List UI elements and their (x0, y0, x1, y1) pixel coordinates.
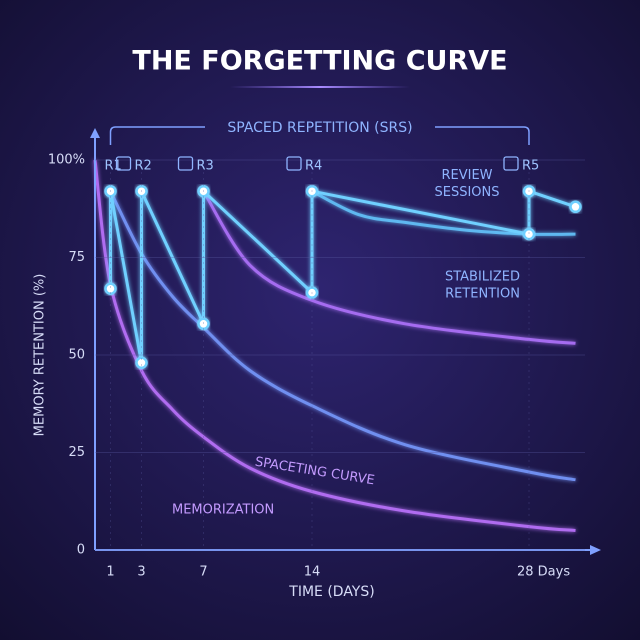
x-tick-label: 14 (304, 565, 321, 580)
line-series (202, 190, 576, 345)
data-point (305, 184, 319, 198)
review-label: R2 (135, 159, 152, 174)
data-point (135, 356, 148, 370)
chart-title: THE FORGETTING CURVE (132, 46, 507, 77)
y-tick-label: 75 (68, 250, 85, 265)
y-axis-arrow (90, 128, 100, 138)
x-tick-label: 1 (106, 565, 114, 580)
x-tick-label: 28 Days (517, 565, 570, 580)
review-label: R4 (305, 159, 322, 174)
x-tick-label: 3 (137, 565, 145, 580)
calendar-icon (286, 156, 302, 171)
y-tick-label: 50 (68, 348, 85, 363)
line-series (109, 190, 576, 482)
bracket-label: SPACED REPETITION (SRS) (227, 120, 412, 136)
annotation: REVIEW (441, 168, 492, 183)
calendar-icon (177, 156, 194, 171)
data-point (305, 286, 319, 299)
data-point (197, 184, 210, 198)
y-tick-label: 25 (68, 445, 85, 460)
title-underline (230, 86, 410, 88)
plot-area (93, 159, 582, 532)
data-point (104, 184, 117, 198)
y-tick-label: 0 (77, 543, 85, 558)
data-point (104, 282, 117, 295)
annotation: STABILIZED (445, 270, 520, 285)
line-series (93, 159, 576, 532)
y-tick-label: 100% (48, 153, 85, 168)
bracket (109, 126, 530, 145)
series-label: MEMORIZATION (172, 503, 274, 518)
data-point (522, 184, 536, 198)
annotation: RETENTION (445, 287, 520, 302)
x-axis-label: TIME (DAYS) (288, 584, 374, 600)
x-axis-arrow (590, 545, 601, 555)
data-point (197, 317, 210, 331)
calendar-icon (503, 156, 519, 171)
review-label: R1 (105, 159, 122, 174)
data-point (569, 200, 582, 214)
calendar-icon (115, 156, 132, 171)
data-point (135, 184, 148, 198)
data-point (522, 227, 536, 241)
review-label: R5 (522, 159, 539, 174)
y-axis-label: MEMORY RETENTION (%) (33, 274, 48, 437)
review-label: R3 (197, 159, 214, 174)
x-tick-label: 7 (199, 565, 207, 580)
annotation: SESSIONS (434, 185, 499, 200)
